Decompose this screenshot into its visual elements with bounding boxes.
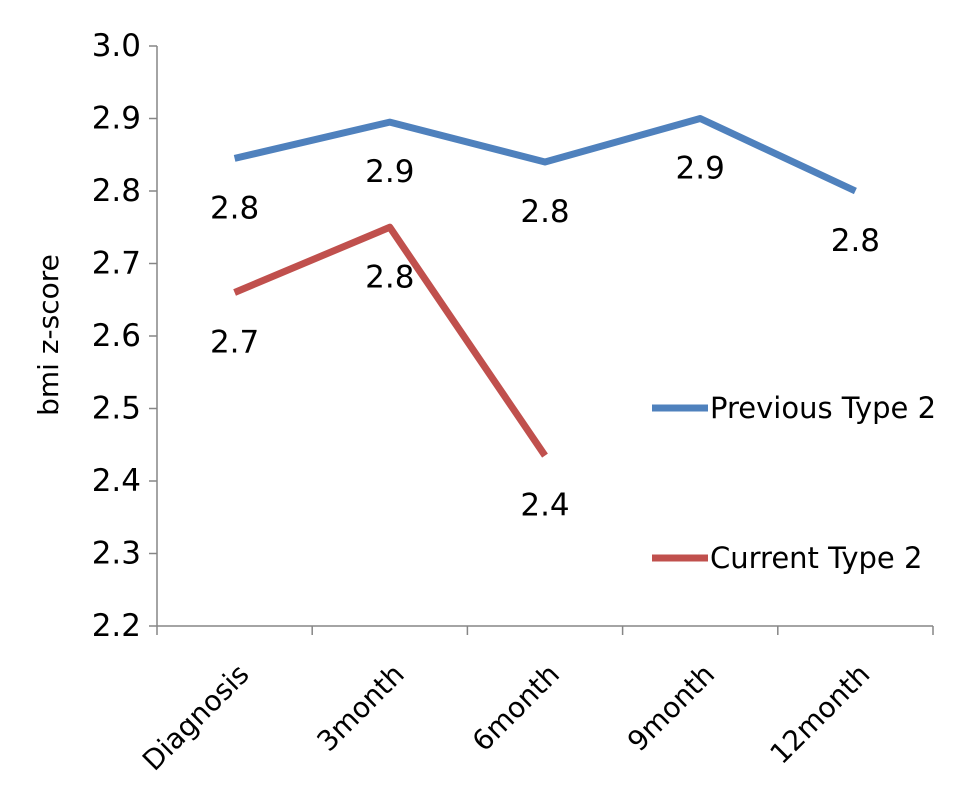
series-line-previous-type-2: [233, 115, 857, 195]
x-category-label: Diagnosis: [136, 658, 256, 778]
y-tick-label: 2.9: [92, 101, 141, 137]
y-tick-label: 2.5: [92, 391, 141, 427]
y-axis-ticks: 2.2 2.3 2.4 2.5 2.6 2.7 2.8 2.9 3.0: [92, 28, 157, 644]
y-tick-label: 2.2: [92, 608, 141, 644]
legend: Previous Type 2 Current Type 2: [652, 391, 936, 575]
x-category-label: 3month: [311, 658, 411, 758]
y-axis-title: bmi z-score: [32, 254, 65, 416]
data-label: 2.4: [520, 488, 569, 524]
x-category-label: 6month: [466, 658, 566, 758]
y-tick-label: 2.7: [92, 246, 141, 282]
y-tick-label: 2.8: [92, 173, 141, 209]
data-label: 2.9: [365, 154, 414, 190]
data-label: 2.8: [520, 194, 569, 230]
data-label: 2.8: [210, 190, 259, 226]
x-category-label: 9month: [621, 658, 721, 758]
legend-label: Current Type 2: [710, 541, 922, 575]
y-tick-label: 2.4: [92, 463, 141, 499]
y-tick-label: 2.3: [92, 536, 141, 572]
y-tick-label: 2.6: [92, 318, 141, 354]
x-axis-ticks: Diagnosis 3month 6month 9month 12month: [136, 626, 934, 778]
axes: [156, 46, 933, 627]
data-label: 2.9: [676, 151, 725, 187]
y-tick-label: 3.0: [92, 28, 141, 64]
legend-label: Previous Type 2: [710, 391, 936, 425]
x-category-label: 12month: [764, 658, 877, 771]
data-label: 2.7: [210, 325, 259, 361]
data-label: 2.8: [365, 259, 414, 295]
series-lines: [233, 115, 857, 458]
data-labels: 2.8 2.9 2.8 2.9 2.8 2.7 2.8 2.4: [210, 151, 880, 524]
data-label: 2.8: [831, 223, 880, 259]
series-line-current-type-2: [233, 223, 548, 458]
